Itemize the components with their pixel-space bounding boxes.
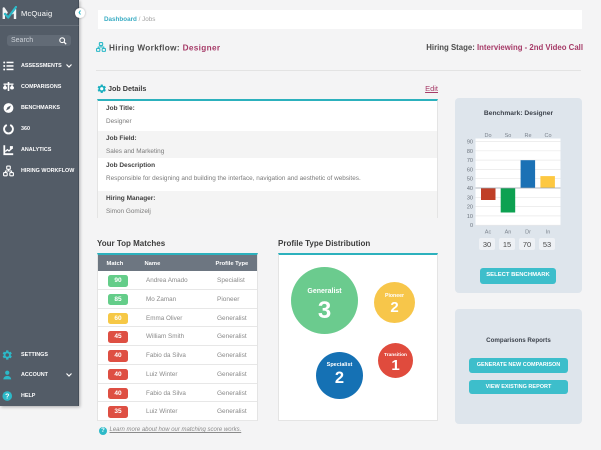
svg-text:30: 30 xyxy=(483,240,491,249)
svg-text:60: 60 xyxy=(467,167,473,173)
svg-text:So: So xyxy=(505,133,512,139)
svg-text:Re: Re xyxy=(524,133,531,139)
svg-text:80: 80 xyxy=(467,149,473,155)
svg-text:Ac: Ac xyxy=(485,230,492,236)
svg-text:15: 15 xyxy=(503,240,511,249)
svg-text:10: 10 xyxy=(467,214,473,220)
svg-text:An: An xyxy=(505,230,512,236)
svg-text:70: 70 xyxy=(523,240,531,249)
svg-text:Dr: Dr xyxy=(525,230,531,236)
svg-text:90: 90 xyxy=(467,140,473,146)
svg-text:0: 0 xyxy=(470,223,473,229)
svg-text:20: 20 xyxy=(467,205,473,211)
svg-text:In: In xyxy=(546,230,551,236)
svg-text:50: 50 xyxy=(467,177,473,183)
svg-text:53: 53 xyxy=(543,240,551,249)
svg-text:70: 70 xyxy=(467,158,473,164)
svg-text:30: 30 xyxy=(467,195,473,201)
svg-text:?: ? xyxy=(5,393,9,400)
svg-text:Do: Do xyxy=(484,133,491,139)
svg-text:Co: Co xyxy=(544,133,551,139)
svg-text:40: 40 xyxy=(467,186,473,192)
